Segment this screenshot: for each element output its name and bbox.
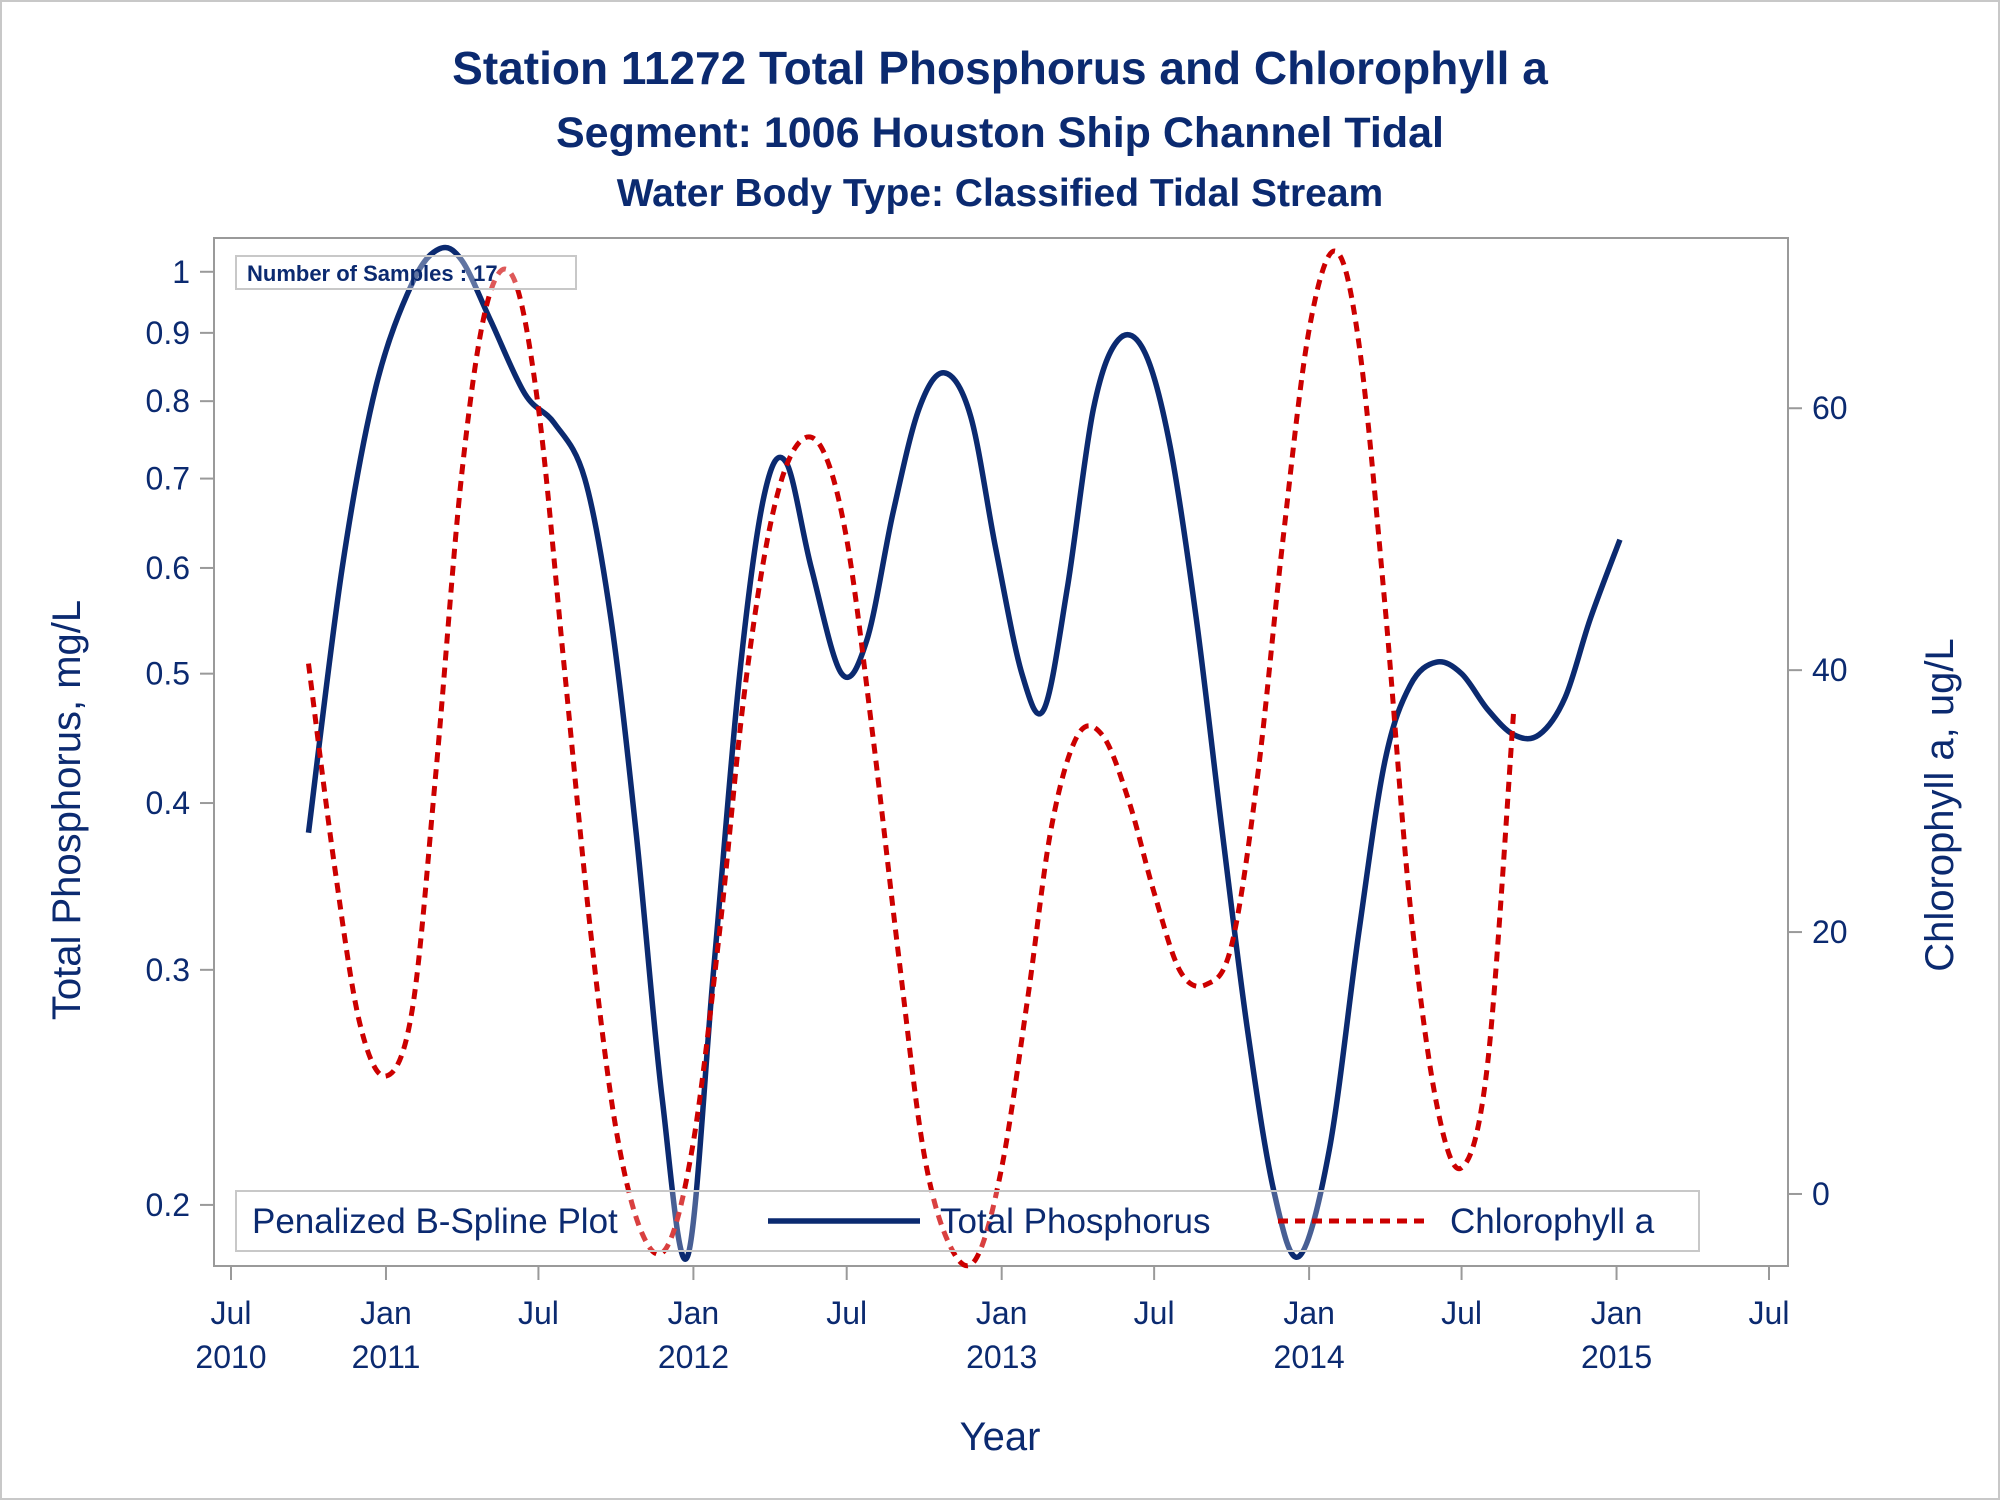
x-tick-month-label: Jul — [1441, 1295, 1482, 1331]
x-tick-month-label: Jan — [1591, 1295, 1643, 1331]
x-tick-year-label: 2012 — [658, 1339, 729, 1375]
y-axis-right-label: Chlorophyll a, ug/L — [1918, 638, 1962, 972]
y-right-tick-label: 0 — [1812, 1176, 1830, 1212]
y-left-tick-label: 0.4 — [146, 785, 190, 821]
y-left-tick-label: 0.9 — [146, 315, 190, 351]
x-tick-year-label: 2013 — [966, 1339, 1037, 1375]
y-left-tick-label: 0.3 — [146, 952, 190, 988]
y-right-tick-label: 60 — [1812, 390, 1848, 426]
x-tick-month-label: Jul — [211, 1295, 252, 1331]
x-tick-month-label: Jan — [1283, 1295, 1335, 1331]
x-tick-month-label: Jul — [1749, 1295, 1790, 1331]
x-tick-month-label: Jan — [668, 1295, 720, 1331]
chlorophyll-a-line — [306, 248, 1517, 1269]
x-tick-year-label: 2010 — [195, 1339, 266, 1375]
x-tick-month-label: Jul — [518, 1295, 559, 1331]
legend-title: Penalized B-Spline Plot — [252, 1202, 618, 1241]
y-left-tick-label: 0.7 — [146, 461, 190, 497]
x-tick-month-label: Jan — [360, 1295, 412, 1331]
y-right-tick-label: 20 — [1812, 914, 1848, 950]
y-right-tick-label: 40 — [1812, 652, 1848, 688]
samples-annotation-text: Number of Samples : 17 — [247, 261, 498, 286]
y-left-tick-label: 0.5 — [146, 656, 190, 692]
x-tick-year-label: 2015 — [1581, 1339, 1652, 1375]
y-left-tick-label: 0.8 — [146, 383, 190, 419]
x-axis-label: Year — [960, 1415, 1041, 1459]
samples-annotation-box — [235, 255, 577, 290]
x-tick-month-label: Jul — [826, 1295, 867, 1331]
y-left-tick-label: 0.2 — [146, 1187, 190, 1223]
x-tick-year-label: 2014 — [1274, 1339, 1345, 1375]
x-tick-month-label: Jan — [976, 1295, 1028, 1331]
total-phosphorus-line — [305, 244, 1623, 1262]
x-tick-year-label: 2011 — [352, 1339, 421, 1375]
legend-chlorophyll-a-label: Chlorophyll a — [1450, 1202, 1655, 1241]
x-tick-month-label: Jul — [1134, 1295, 1175, 1331]
legend-box — [235, 1190, 1700, 1252]
y-axis-left-label: Total Phosphorus, mg/L — [45, 600, 89, 1020]
y-left-tick-label: 0.6 — [146, 550, 190, 586]
y-left-tick-label: 1 — [172, 254, 190, 290]
chart-subtitle: Segment: 1006 Houston Ship Channel Tidal — [556, 109, 1444, 157]
chart-subtitle-2: Water Body Type: Classified Tidal Stream — [617, 172, 1383, 215]
chart-title: Station 11272 Total Phosphorus and Chlor… — [452, 42, 1548, 94]
legend-total-phosphorus-label: Total Phosphorus — [940, 1202, 1210, 1241]
